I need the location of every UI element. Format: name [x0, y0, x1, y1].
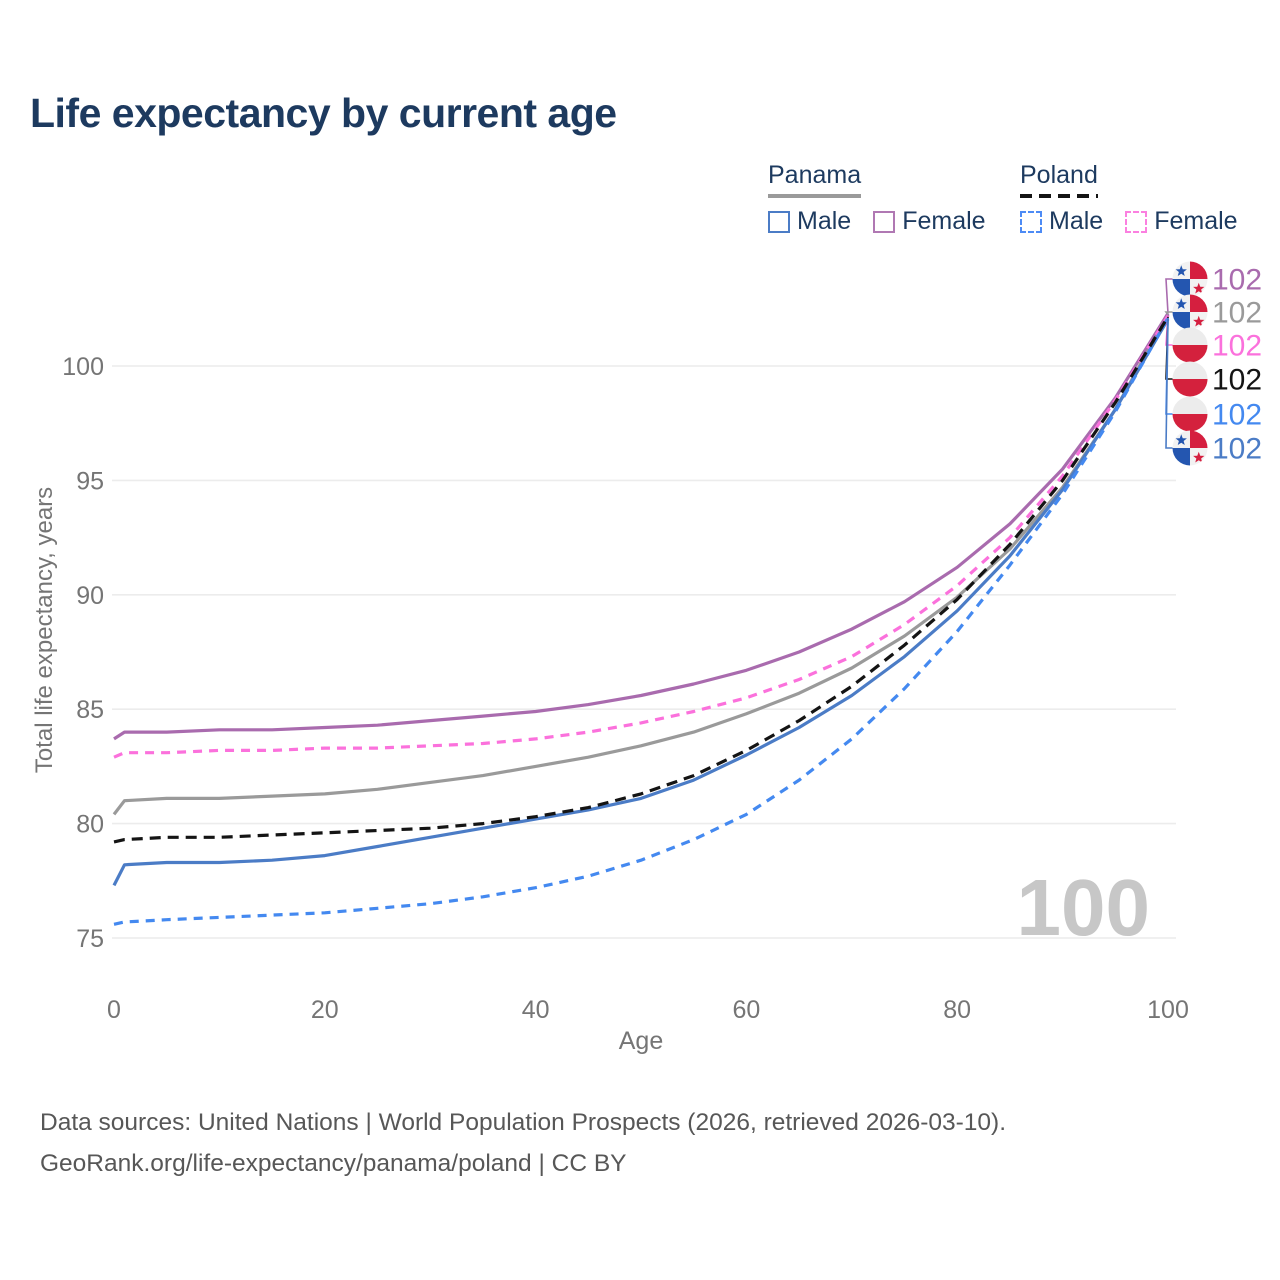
legend-country-label-poland: Poland — [1020, 161, 1098, 189]
end-value-label-poland-both: 102 — [1212, 364, 1262, 397]
legend-group-panama: Panama Male Female — [768, 161, 986, 236]
x-tick-label: 80 — [943, 996, 971, 1024]
legend-group-poland: Poland Male Female — [1020, 161, 1238, 236]
x-tick-label: 40 — [522, 996, 550, 1024]
watermark-age-counter: 100 — [1017, 863, 1150, 952]
x-tick-label: 20 — [311, 996, 339, 1024]
end-value-label-panama-both: 102 — [1212, 297, 1262, 330]
series-line-poland-female — [113, 314, 1170, 759]
legend-country-panama[interactable]: Panama — [768, 161, 862, 198]
series-line-panama-male — [112, 318, 1170, 887]
legend-country-label-panama: Panama — [768, 161, 862, 189]
x-axis: 0 20 40 60 80 100 Age — [107, 996, 1189, 1055]
end-value-label-panama-male: 102 — [1212, 433, 1262, 466]
series-line-poland-male — [113, 317, 1170, 926]
legend-swatch-poland-male-icon — [1020, 210, 1042, 233]
series-lines — [112, 312, 1170, 926]
series-line-poland-both — [113, 315, 1170, 844]
x-axis-label: Age — [619, 1027, 663, 1055]
flag-poland-icon — [1172, 396, 1208, 432]
legend-item-label: Male — [797, 207, 852, 235]
legend-item-label: Male — [1049, 207, 1104, 235]
x-tick-label: 60 — [732, 996, 760, 1024]
leader-line — [1164, 311, 1173, 315]
legend-country-underline-poland — [1020, 194, 1098, 198]
end-value-label-poland-female: 102 — [1212, 330, 1262, 363]
legend-swatch-panama-male-icon — [768, 210, 790, 233]
y-tick-label: 90 — [76, 582, 104, 610]
legend-items-poland: Male Female — [1020, 207, 1238, 236]
flag-panama-icon — [1172, 294, 1208, 330]
legend-item-poland-male[interactable]: Male — [1020, 207, 1103, 236]
legend-country-underline-panama — [768, 194, 862, 198]
footer: Data sources: United Nations | World Pop… — [40, 1102, 1006, 1184]
legend-items-panama: Male Female — [768, 207, 986, 236]
y-tick-label: 75 — [76, 925, 104, 953]
legend-swatch-poland-female-icon — [1125, 210, 1148, 233]
x-tick-label: 0 — [107, 996, 121, 1024]
y-axis-label: Total life expectancy, years — [31, 487, 58, 773]
flag-poland-icon — [1172, 361, 1208, 397]
flag-poland-icon — [1172, 327, 1208, 363]
legend-item-panama-male[interactable]: Male — [768, 207, 851, 236]
footer-attribution: GeoRank.org/life-expectancy/panama/polan… — [40, 1150, 627, 1177]
y-tick-label: 85 — [76, 696, 104, 724]
legend-item-poland-female[interactable]: Female — [1125, 207, 1238, 236]
end-value-label-poland-male: 102 — [1212, 399, 1262, 432]
page-title: Life expectancy by current age — [30, 90, 617, 136]
series-line-panama-female — [113, 312, 1170, 741]
legend: Panama Male Female Poland — [0, 0, 1280, 250]
y-tick-label: 95 — [76, 467, 104, 495]
x-tick-label: 100 — [1147, 996, 1189, 1024]
gridlines: 75 80 85 90 95 100 — [62, 353, 1176, 953]
leader-line — [1165, 319, 1173, 449]
legend-item-panama-female[interactable]: Female — [873, 207, 986, 236]
footer-sources: Data sources: United Nations | World Pop… — [40, 1109, 1007, 1136]
legend-item-label: Female — [1154, 207, 1238, 235]
end-value-label-panama-female: 102 — [1212, 264, 1262, 297]
y-tick-label: 80 — [76, 811, 104, 839]
flag-panama-icon — [1172, 430, 1208, 466]
legend-country-poland[interactable]: Poland — [1020, 161, 1098, 198]
leader-line — [1165, 278, 1173, 314]
legend-swatch-panama-female-icon — [873, 210, 896, 233]
flag-panama-icon — [1172, 261, 1208, 297]
legend-item-label: Female — [902, 207, 986, 235]
y-tick-label: 100 — [62, 353, 104, 381]
